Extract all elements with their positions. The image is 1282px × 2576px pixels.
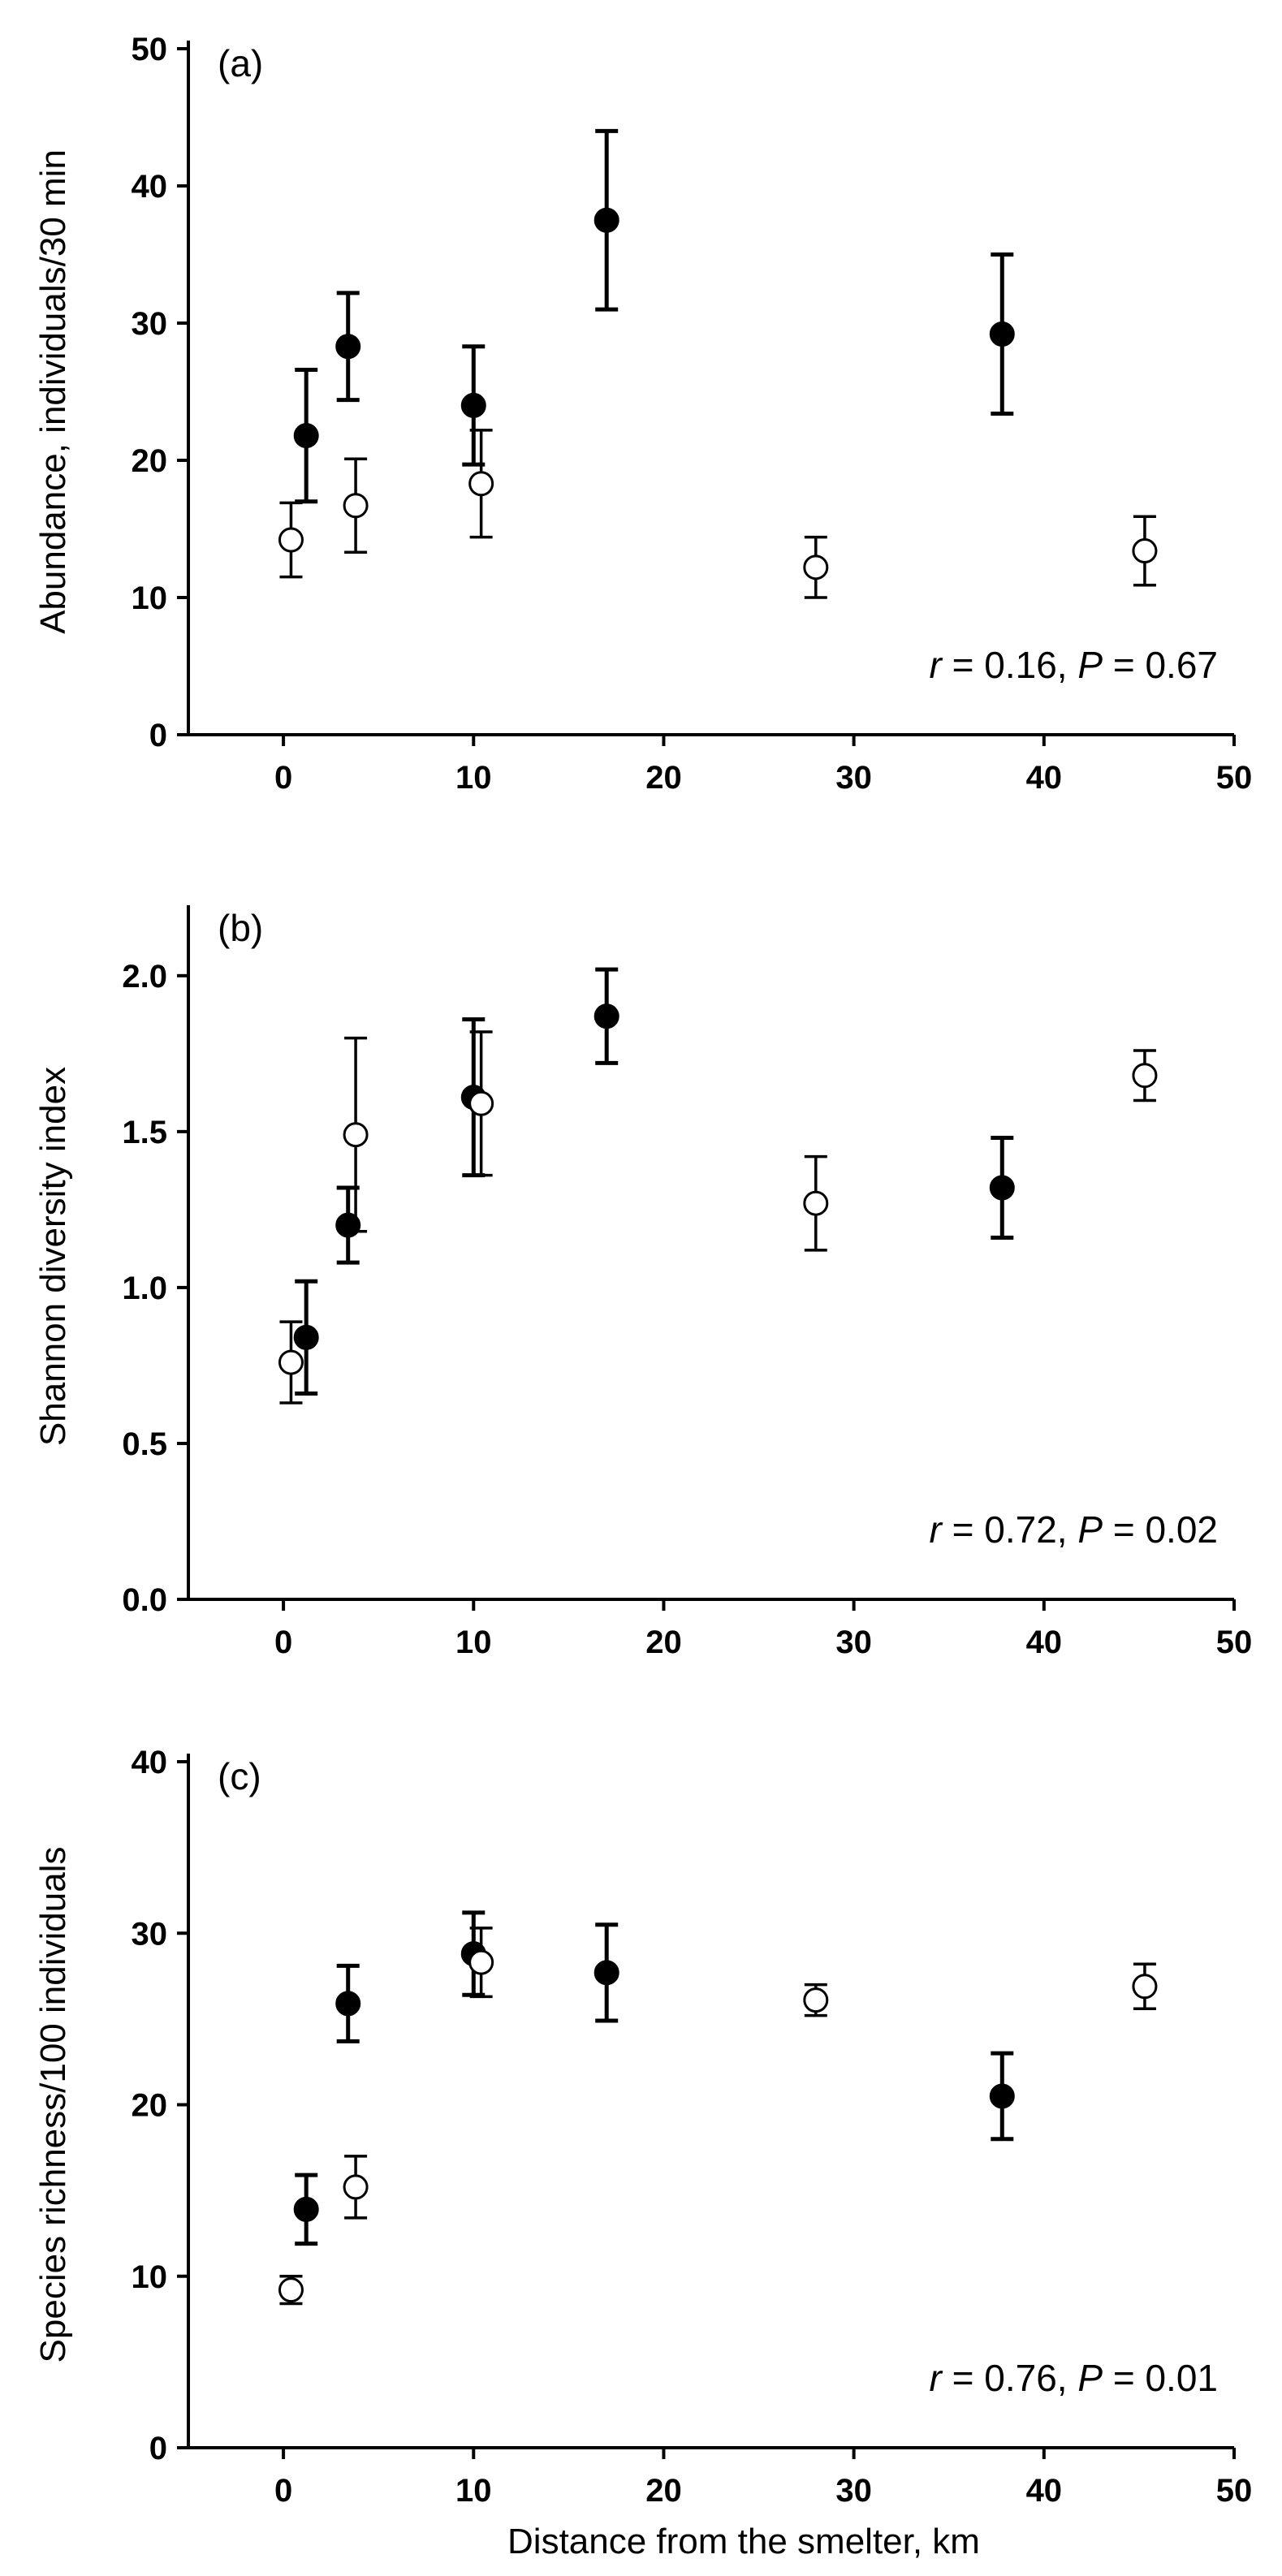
y-tick-label: 20 xyxy=(132,443,168,479)
y-tick-label: 1.5 xyxy=(122,1115,167,1150)
data-point xyxy=(468,1090,494,1116)
x-tick-label: 30 xyxy=(835,760,872,796)
data-point xyxy=(1132,538,1158,564)
data-point xyxy=(293,2196,319,2222)
y-tick-label: 0.5 xyxy=(122,1426,167,1462)
open-series xyxy=(278,429,1158,599)
data-point xyxy=(594,207,619,233)
data-point xyxy=(460,392,486,418)
x-tick-label: 0 xyxy=(274,760,292,796)
y-tick-label: 50 xyxy=(132,32,168,67)
data-point xyxy=(803,554,829,580)
data-point xyxy=(594,1960,619,1986)
x-tick-label: 10 xyxy=(455,1625,492,1660)
panels: 0 10 20 30 40 50 0 10 20 30 40 50 Abundance, individ… xyxy=(33,32,1252,2561)
panel-3: 0 10 20 30 40 0 10 20 30 40 50 Species richness/100… xyxy=(33,1745,1252,2561)
stat-annotation: r = 0.16, P = 0.67 xyxy=(930,644,1218,686)
open-series xyxy=(278,1927,1158,2306)
y-tick-label: 20 xyxy=(132,2088,168,2124)
x-tick-label: 40 xyxy=(1026,1625,1063,1660)
stat-r_text: = 0.76, xyxy=(942,2357,1078,2399)
x-tick-label: 50 xyxy=(1216,2473,1253,2509)
data-point xyxy=(278,2277,304,2303)
stat-p_text: = 0.02 xyxy=(1103,1508,1218,1551)
data-point xyxy=(335,334,361,360)
y-tick-label: 0 xyxy=(149,718,167,753)
data-point xyxy=(989,2083,1015,2109)
stat-r_text: = 0.72, xyxy=(942,1508,1078,1551)
x-tick-label: 30 xyxy=(835,2473,872,2509)
data-point xyxy=(1132,1974,1158,2000)
stat-r_text: = 0.16, xyxy=(942,644,1078,686)
filled-series xyxy=(293,967,1015,1396)
x-tick-label: 0 xyxy=(274,1625,292,1660)
data-point xyxy=(594,1003,619,1029)
y-tick-label: 0 xyxy=(149,2431,167,2466)
y-tick-label: 10 xyxy=(132,580,168,616)
data-point xyxy=(293,1324,319,1350)
x-tick-label: 40 xyxy=(1026,760,1063,796)
panel-1: 0 10 20 30 40 50 0 10 20 30 40 50 Abundance, individ… xyxy=(33,32,1252,796)
data-point xyxy=(278,1349,304,1375)
x-tick-label: 50 xyxy=(1216,1625,1253,1660)
y-tick-label: 0.0 xyxy=(122,1582,167,1618)
data-point xyxy=(803,1987,829,2013)
panel-label: (c) xyxy=(218,1755,261,1797)
data-point xyxy=(1132,1063,1158,1089)
y-tick-label: 30 xyxy=(132,1916,168,1952)
y-tick-label: 10 xyxy=(132,2259,168,2295)
x-tick-label: 20 xyxy=(645,760,682,796)
panel-2: 0.0 0.5 1.0 1.5 2.0 0 10 20 30 40 50 Shannon divers… xyxy=(33,905,1252,1660)
x-axis-label: Distance from the smelter, km xyxy=(507,2522,980,2561)
open-series xyxy=(278,1030,1158,1405)
data-point xyxy=(343,1122,369,1148)
x-tick-label: 50 xyxy=(1216,760,1253,796)
panel-label: (a) xyxy=(218,42,263,84)
data-point xyxy=(803,1190,829,1216)
y-tick-label: 40 xyxy=(132,169,168,205)
stat-r: r xyxy=(930,1508,943,1551)
y-axis-label: Species richness/100 individuals xyxy=(33,1847,73,2363)
x-tick-label: 40 xyxy=(1026,2473,1063,2509)
x-tick-label: 10 xyxy=(455,2473,492,2509)
data-point xyxy=(468,471,494,497)
data-point xyxy=(989,1175,1015,1201)
data-point xyxy=(989,321,1015,347)
x-tick-label: 10 xyxy=(455,760,492,796)
panel-label: (b) xyxy=(218,907,263,949)
y-tick-label: 40 xyxy=(132,1745,168,1780)
x-tick-label: 0 xyxy=(274,2473,292,2509)
data-point xyxy=(335,1991,361,2017)
filled-series xyxy=(293,128,1015,504)
x-tick-label: 20 xyxy=(645,2473,682,2509)
y-tick-label: 30 xyxy=(132,306,168,342)
data-point xyxy=(343,2174,369,2200)
stat-annotation: r = 0.76, P = 0.01 xyxy=(930,2357,1218,2399)
y-axis-label: Abundance, individuals/30 min xyxy=(33,149,73,634)
stat-p: P xyxy=(1077,1508,1103,1551)
x-tick-label: 20 xyxy=(645,1625,682,1660)
stat-annotation: r = 0.72, P = 0.02 xyxy=(930,1508,1218,1551)
data-point xyxy=(468,1949,494,1975)
data-point xyxy=(293,423,319,449)
stat-p: P xyxy=(1077,644,1103,686)
stat-p_text: = 0.67 xyxy=(1103,644,1218,686)
data-point xyxy=(343,493,369,519)
stat-r: r xyxy=(930,2357,943,2399)
y-axis-label: Shannon diversity index xyxy=(33,1067,73,1446)
filled-series xyxy=(293,1910,1015,2246)
data-point xyxy=(278,527,304,553)
y-tick-label: 2.0 xyxy=(122,959,167,995)
stat-p_text: = 0.01 xyxy=(1103,2357,1218,2399)
x-tick-label: 30 xyxy=(835,1625,872,1660)
y-tick-label: 1.0 xyxy=(122,1271,167,1306)
stat-p: P xyxy=(1077,2357,1103,2399)
stat-r: r xyxy=(930,644,943,686)
